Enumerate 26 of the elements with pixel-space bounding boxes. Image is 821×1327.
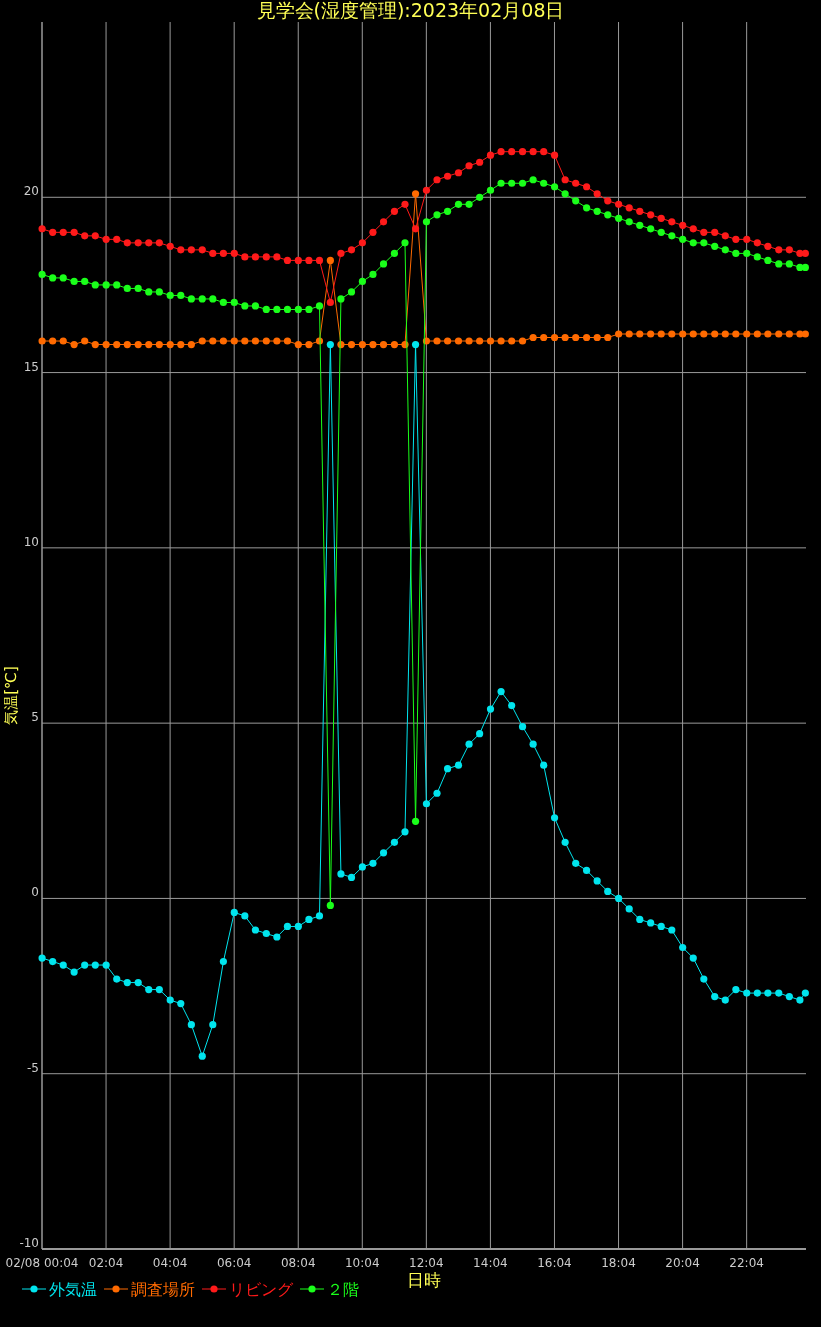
y-axis-title: 気温[℃] xyxy=(2,666,20,725)
x-tick-label: 02/08 00:04 xyxy=(5,1256,79,1270)
y-tick-label: 20 xyxy=(23,184,39,199)
chart-title: 見学会(湿度管理):2023年02月08日 xyxy=(256,0,565,21)
legend-label: 調査場所 xyxy=(131,1280,195,1299)
x-tick-label: 20:04 xyxy=(665,1256,700,1270)
y-tick-label: 0 xyxy=(31,885,39,900)
y-tick-label: 5 xyxy=(31,710,39,725)
legend-label: ２階 xyxy=(327,1280,359,1299)
x-tick-label: 10:04 xyxy=(345,1256,380,1270)
x-tick-label: 22:04 xyxy=(729,1256,764,1270)
x-tick-label: 06:04 xyxy=(216,1256,252,1270)
y-tick-label: 10 xyxy=(23,534,39,549)
x-tick-label: 18:04 xyxy=(601,1256,636,1270)
x-tick-label: 14:04 xyxy=(473,1256,508,1270)
x-tick-label: 16:04 xyxy=(537,1256,572,1270)
x-tick-label: 08:04 xyxy=(280,1256,316,1270)
x-tick-label: 04:04 xyxy=(152,1256,188,1270)
x-tick-label: 02:04 xyxy=(88,1256,124,1270)
legend-label: リビング xyxy=(229,1280,294,1299)
y-tick-label: -5 xyxy=(27,1060,39,1075)
y-tick-label: -10 xyxy=(19,1236,39,1250)
y-tick-label: 15 xyxy=(23,359,39,374)
x-tick-label: 12:04 xyxy=(409,1256,444,1270)
legend-label: 外気温 xyxy=(49,1280,97,1299)
x-axis-title: 日時 xyxy=(407,1270,441,1290)
